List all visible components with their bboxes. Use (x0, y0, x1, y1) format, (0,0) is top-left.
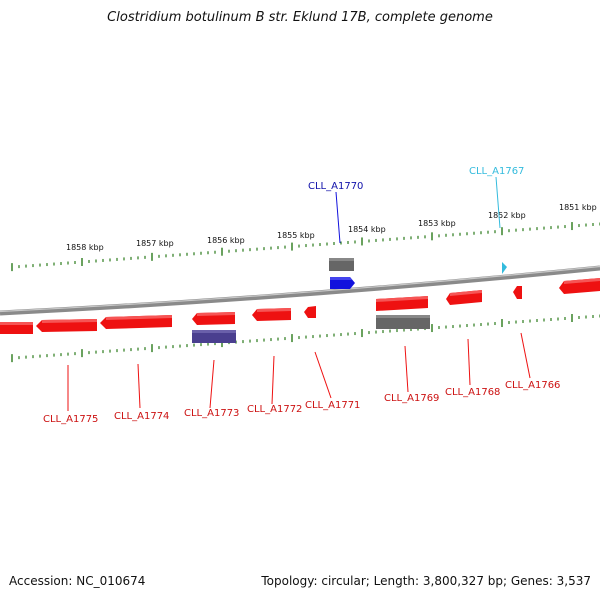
genome-backbone (0, 265, 600, 316)
gene-label-CLL_A1766[interactable]: CLL_A1766 (505, 380, 560, 391)
gene-CLL_A1773[interactable] (192, 330, 236, 343)
gene-CLL_A1766[interactable] (513, 286, 522, 299)
gene-label-CLL_A1773[interactable]: CLL_A1773 (184, 408, 239, 419)
gene-right-edge[interactable] (559, 278, 600, 294)
gene-CLL_A1769[interactable] (376, 315, 430, 329)
genome-summary-text: Topology: circular; Length: 3,800,327 bp… (261, 574, 591, 588)
gene-CLL_A1771[interactable] (304, 306, 316, 318)
gene-CLL_A1770[interactable] (330, 277, 355, 289)
gene-label-CLL_A1772[interactable]: CLL_A1772 (247, 404, 302, 415)
gene-CLL_A1775[interactable] (0, 322, 33, 334)
kbp-scale: 1858 kbp 1857 kbp 1856 kbp 1855 kbp 1854… (66, 203, 597, 252)
kbp-label: 1852 kbp (488, 211, 526, 220)
kbp-label: 1853 kbp (418, 219, 456, 228)
accession-text: Accession: NC_010674 (9, 574, 146, 588)
gene-CLL_A1769-red[interactable] (376, 296, 428, 311)
kbp-label: 1857 kbp (136, 239, 174, 248)
kbp-label: 1858 kbp (66, 243, 104, 252)
genome-title: Clostridium botulinum B str. Eklund 17B,… (107, 10, 493, 25)
gene-label-CLL_A1774[interactable]: CLL_A1774 (114, 411, 169, 422)
gene-CLL_A1775b[interactable] (36, 319, 97, 332)
gene-label-CLL_A1769[interactable]: CLL_A1769 (384, 393, 439, 404)
gene-CLL_A1768[interactable] (446, 290, 482, 305)
label-leaders (67, 176, 531, 411)
gene-CLL_A1770-other[interactable] (329, 258, 354, 271)
upper-tick-track (11, 222, 600, 272)
gene-label-CLL_A1767[interactable]: CLL_A1767 (469, 166, 524, 177)
gene-label-CLL_A1770[interactable]: CLL_A1770 (308, 181, 363, 192)
gene-label-CLL_A1771[interactable]: CLL_A1771 (305, 400, 360, 411)
kbp-label: 1851 kbp (559, 203, 597, 212)
kbp-label: 1856 kbp (207, 236, 245, 245)
gene-label-CLL_A1768[interactable]: CLL_A1768 (445, 387, 500, 398)
gene-CLL_A1774[interactable] (100, 315, 172, 329)
gene-label-CLL_A1775[interactable]: CLL_A1775 (43, 414, 98, 425)
gene-CLL_A1772[interactable] (252, 308, 291, 321)
lower-tick-track (11, 314, 600, 363)
gene-CLL_A1767[interactable] (502, 262, 507, 274)
gene-CLL_A1773-red[interactable] (192, 312, 235, 325)
kbp-label: 1854 kbp (348, 225, 386, 234)
kbp-label: 1855 kbp (277, 231, 315, 240)
